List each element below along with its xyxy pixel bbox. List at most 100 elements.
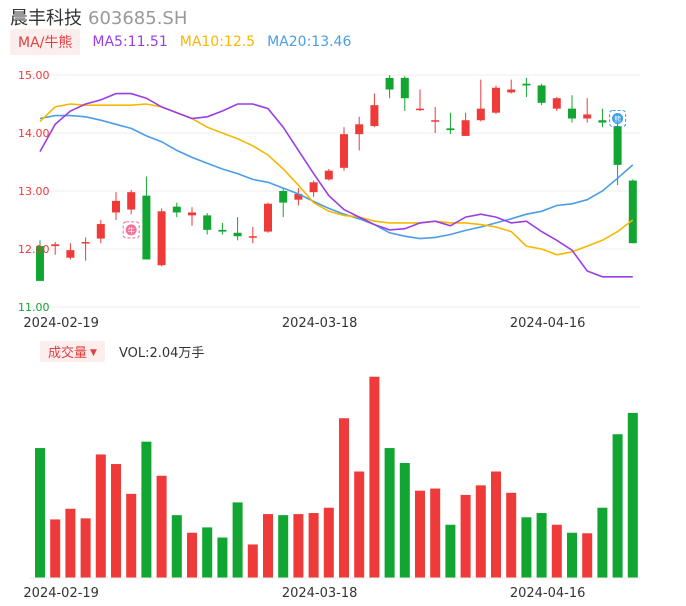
volume-bar[interactable] [232, 502, 243, 578]
candle[interactable] [51, 244, 60, 247]
candle[interactable] [446, 128, 455, 131]
volume-bar[interactable] [627, 412, 638, 578]
price-tick-label: 15.00 [18, 69, 50, 82]
volume-indicator-dropdown[interactable]: 成交量 ▼ [40, 340, 105, 362]
candle[interactable] [233, 232, 242, 237]
volume-bar[interactable] [460, 494, 471, 578]
candle[interactable] [264, 203, 272, 232]
volume-bar[interactable] [217, 537, 228, 578]
volume-bar[interactable] [399, 462, 410, 578]
ma-bull-bear-toggle[interactable]: MA/牛熊 [10, 29, 81, 55]
candle[interactable] [248, 236, 257, 238]
price-tick-label: 11.00 [18, 301, 50, 314]
ma-legend: MA/牛熊 MA5:11.51 MA10:12.5 MA20:13.46 [10, 29, 352, 55]
candle[interactable] [492, 87, 500, 113]
volume-bar[interactable] [491, 471, 501, 579]
volume-bar[interactable] [551, 524, 562, 578]
candle[interactable] [568, 108, 576, 119]
volume-date-tick-label: 2024-03-18 [282, 586, 358, 601]
volume-bar[interactable] [567, 532, 577, 578]
candle[interactable] [583, 114, 592, 119]
candle[interactable] [507, 89, 516, 93]
candle[interactable] [142, 195, 151, 260]
candle[interactable] [461, 120, 470, 136]
candle[interactable] [537, 85, 546, 103]
candle[interactable] [172, 206, 181, 213]
price-tick-label: 14.00 [18, 127, 50, 140]
volume-bar[interactable] [536, 513, 547, 578]
volume-bar[interactable] [171, 515, 182, 578]
volume-bar[interactable] [35, 448, 45, 578]
bull-signal-label: 牛 [128, 226, 135, 235]
bear-signal-frame [609, 110, 627, 127]
candle[interactable] [294, 193, 303, 200]
ma5-legend: MA5:11.51 [92, 34, 168, 50]
candle[interactable] [355, 124, 364, 135]
candle[interactable] [628, 180, 637, 244]
candle[interactable] [522, 83, 531, 86]
candle[interactable] [431, 120, 440, 122]
candle[interactable] [203, 215, 212, 230]
volume-bar[interactable] [323, 507, 334, 578]
volume-bar[interactable] [65, 508, 76, 578]
date-tick-label: 2024-04-16 [510, 316, 586, 331]
stock-name: 晨丰科技 [10, 8, 82, 29]
volume-bar[interactable] [187, 532, 197, 578]
volume-bar[interactable] [111, 464, 121, 578]
date-tick-label: 2024-03-18 [282, 316, 358, 331]
candle[interactable] [324, 170, 333, 180]
volume-bar[interactable] [612, 434, 623, 578]
candle[interactable] [66, 250, 75, 258]
volume-bar[interactable] [582, 533, 593, 578]
volume-bar[interactable] [95, 454, 106, 578]
candle[interactable] [188, 212, 196, 216]
volume-bar[interactable] [126, 493, 137, 578]
volume-bar[interactable] [475, 485, 486, 578]
volume-bar[interactable] [278, 515, 289, 578]
candle[interactable] [400, 77, 409, 99]
candle[interactable] [81, 242, 90, 244]
volume-bar[interactable] [202, 527, 213, 578]
volume-bar[interactable] [445, 524, 456, 578]
volume-bar[interactable] [506, 492, 517, 578]
candle[interactable] [36, 246, 44, 281]
candle[interactable] [598, 120, 607, 123]
candle[interactable] [96, 224, 105, 239]
volume-bar[interactable] [339, 418, 349, 578]
volume-bar[interactable] [415, 490, 425, 578]
volume-bar[interactable] [263, 514, 273, 578]
volume-bar[interactable] [308, 513, 319, 578]
candle[interactable] [309, 182, 318, 193]
ma20-legend: MA20:13.46 [267, 34, 352, 50]
volume-legend: 成交量 ▼ VOL:2.04万手 [40, 340, 204, 362]
candle[interactable] [279, 191, 288, 203]
volume-bar[interactable] [430, 488, 441, 578]
candle[interactable] [127, 192, 136, 210]
bull-signal-icon[interactable] [125, 224, 137, 236]
volume-bar[interactable] [156, 475, 167, 578]
volume-bar[interactable] [384, 448, 395, 578]
volume-bar[interactable] [293, 514, 304, 578]
candle[interactable] [218, 229, 227, 232]
volume-bar[interactable] [354, 471, 365, 579]
volume-bar[interactable] [141, 441, 152, 578]
candle[interactable] [552, 98, 561, 109]
volume-bar[interactable] [521, 517, 532, 578]
candle[interactable] [370, 105, 379, 127]
volume-date-tick-label: 2024-02-19 [23, 586, 99, 601]
candle[interactable] [476, 108, 485, 121]
candle[interactable] [112, 200, 120, 213]
candle[interactable] [385, 77, 394, 90]
volume-bar[interactable] [597, 507, 608, 578]
ma10-line [39, 103, 634, 256]
candle[interactable] [157, 211, 166, 266]
volume-bar[interactable] [50, 519, 61, 578]
volume-bar[interactable] [80, 518, 91, 578]
candle[interactable] [416, 108, 424, 111]
candle[interactable] [613, 126, 622, 165]
volume-bar[interactable] [247, 544, 258, 578]
volume-bar[interactable] [369, 376, 380, 578]
candle[interactable] [340, 134, 348, 168]
bear-signal-icon[interactable] [612, 113, 624, 124]
